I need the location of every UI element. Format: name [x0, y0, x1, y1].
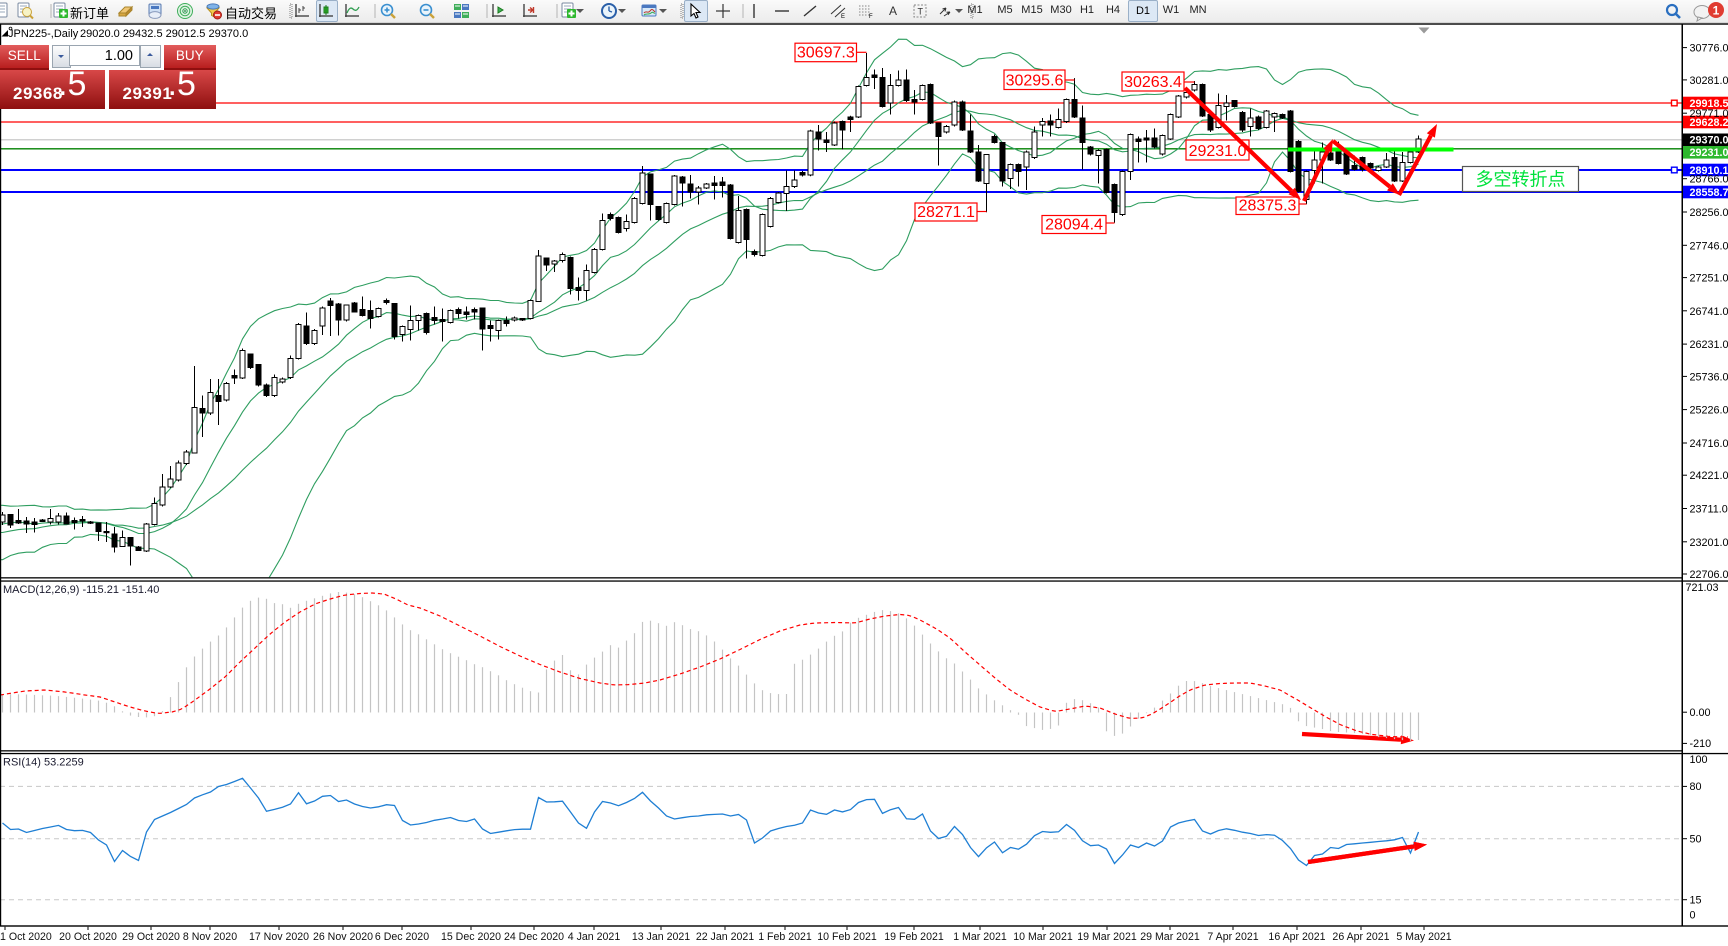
svg-text:0.00: 0.00: [1690, 707, 1711, 719]
svg-text:E: E: [841, 14, 845, 20]
svg-text:5 May 2021: 5 May 2021: [1396, 931, 1451, 943]
svg-text:16 Apr 2021: 16 Apr 2021: [1268, 931, 1325, 943]
svg-text:28558.7: 28558.7: [1690, 187, 1728, 199]
svg-text:24 Dec 2020: 24 Dec 2020: [504, 931, 564, 943]
svg-text:25226.0: 25226.0: [1690, 405, 1728, 417]
svg-text:1 Feb 2021: 1 Feb 2021: [758, 931, 812, 943]
svg-text:17 Nov 2020: 17 Nov 2020: [249, 931, 309, 943]
svg-text:26 Apr 2021: 26 Apr 2021: [1332, 931, 1389, 943]
svg-text:28256.0: 28256.0: [1690, 207, 1728, 219]
svg-text:22706.0: 22706.0: [1690, 569, 1728, 581]
svg-text:30263.4: 30263.4: [1124, 74, 1182, 91]
svg-text:30281.0: 30281.0: [1690, 75, 1728, 87]
svg-text:1: 1: [1713, 4, 1720, 18]
svg-text:15 Dec 2020: 15 Dec 2020: [441, 931, 501, 943]
svg-text:30697.3: 30697.3: [797, 45, 855, 62]
svg-text:8 Nov 2020: 8 Nov 2020: [183, 931, 237, 943]
svg-text:100: 100: [1690, 754, 1708, 766]
svg-text:1 Oct 2020: 1 Oct 2020: [0, 931, 52, 943]
svg-text:-210: -210: [1690, 738, 1712, 750]
svg-text:24221.0: 24221.0: [1690, 470, 1728, 482]
svg-text:28375.3: 28375.3: [1239, 197, 1297, 214]
svg-text:29231.0: 29231.0: [1690, 147, 1728, 159]
svg-text:29 Oct 2020: 29 Oct 2020: [122, 931, 180, 943]
svg-text:6 Dec 2020: 6 Dec 2020: [375, 931, 429, 943]
svg-text:27251.0: 27251.0: [1690, 273, 1728, 285]
svg-text:0: 0: [1690, 909, 1696, 921]
svg-text:80: 80: [1690, 781, 1702, 793]
svg-text:50: 50: [1690, 834, 1702, 846]
svg-text:F: F: [869, 14, 873, 20]
svg-text:13 Jan 2021: 13 Jan 2021: [632, 931, 690, 943]
svg-text:20 Oct 2020: 20 Oct 2020: [59, 931, 117, 943]
svg-text:29771.0: 29771.0: [1690, 108, 1728, 120]
svg-text:29370.0: 29370.0: [1690, 135, 1728, 147]
svg-text:29231.0: 29231.0: [1189, 143, 1247, 160]
svg-text:23201.0: 23201.0: [1690, 537, 1728, 549]
svg-text:28271.1: 28271.1: [917, 204, 975, 221]
svg-text:29 Mar 2021: 29 Mar 2021: [1140, 931, 1200, 943]
svg-text:T: T: [918, 7, 924, 17]
svg-text:4 Jan 2021: 4 Jan 2021: [568, 931, 621, 943]
svg-text:RSI(14) 53.2259: RSI(14) 53.2259: [3, 757, 84, 769]
svg-text:30295.6: 30295.6: [1006, 72, 1064, 89]
svg-text:15: 15: [1690, 895, 1702, 907]
svg-text:25736.0: 25736.0: [1690, 371, 1728, 383]
svg-text:JPN225-,Daily: JPN225-,Daily: [8, 28, 79, 40]
svg-text:27746.0: 27746.0: [1690, 240, 1728, 252]
svg-text:28910.1: 28910.1: [1690, 165, 1728, 177]
svg-text:26741.0: 26741.0: [1690, 306, 1728, 318]
svg-text:26 Nov 2020: 26 Nov 2020: [313, 931, 373, 943]
svg-text:29628.2: 29628.2: [1690, 117, 1728, 129]
svg-text:29918.5: 29918.5: [1690, 98, 1728, 110]
svg-text:1 Mar 2021: 1 Mar 2021: [953, 931, 1007, 943]
svg-text:721.03: 721.03: [1686, 582, 1719, 594]
svg-text:29020.0 29432.5 29012.5 29370.: 29020.0 29432.5 29012.5 29370.0: [80, 28, 248, 40]
svg-text:多空转折点: 多空转折点: [1476, 170, 1566, 190]
svg-text:23711.0: 23711.0: [1690, 504, 1728, 516]
svg-text:19 Feb 2021: 19 Feb 2021: [884, 931, 944, 943]
svg-text:10 Feb 2021: 10 Feb 2021: [817, 931, 877, 943]
svg-text:24716.0: 24716.0: [1690, 438, 1728, 450]
svg-text:A: A: [889, 4, 897, 18]
svg-text:26231.0: 26231.0: [1690, 339, 1728, 351]
svg-text:10 Mar 2021: 10 Mar 2021: [1013, 931, 1073, 943]
svg-text:28766.0: 28766.0: [1690, 174, 1728, 186]
svg-text:MACD(12,26,9) -115.21 -151.40: MACD(12,26,9) -115.21 -151.40: [3, 584, 159, 596]
svg-text:19 Mar 2021: 19 Mar 2021: [1077, 931, 1137, 943]
svg-text:22 Jan 2021: 22 Jan 2021: [696, 931, 754, 943]
svg-text:28094.4: 28094.4: [1045, 216, 1103, 233]
svg-text:7 Apr 2021: 7 Apr 2021: [1207, 931, 1258, 943]
svg-text:30776.0: 30776.0: [1690, 43, 1728, 55]
